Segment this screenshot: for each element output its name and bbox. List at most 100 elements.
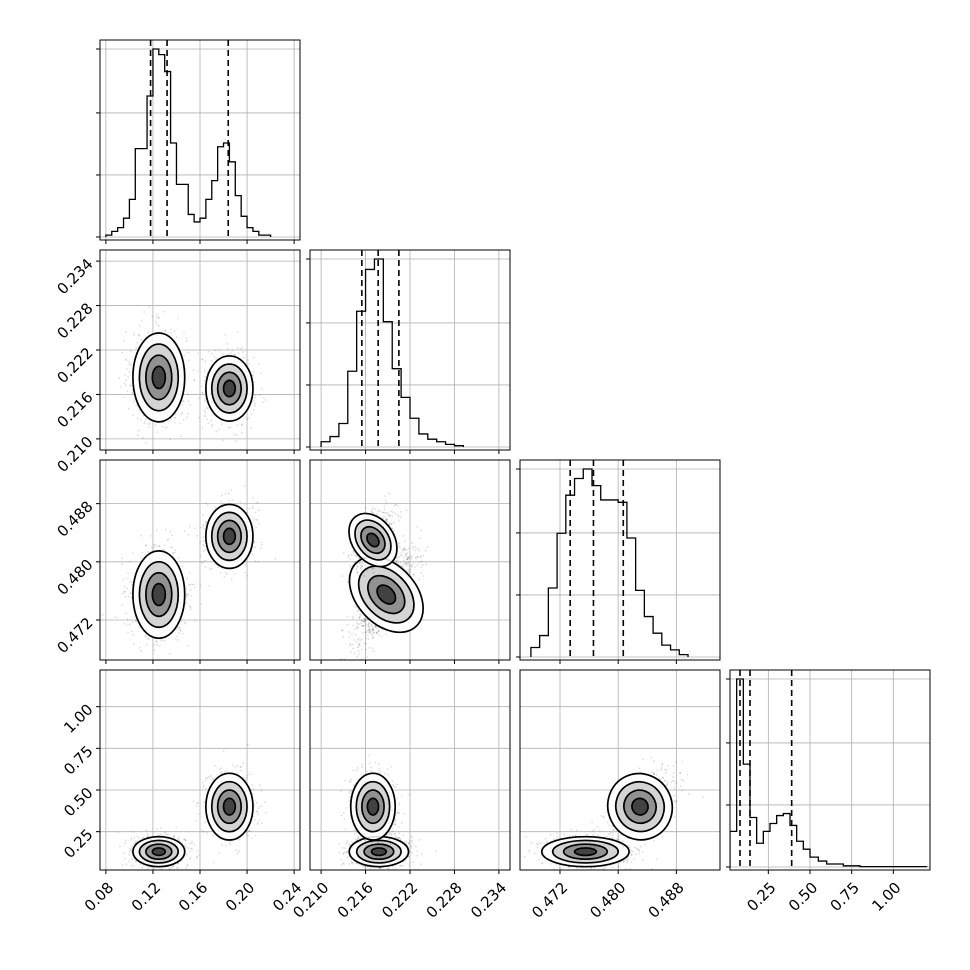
sample-point xyxy=(234,353,236,356)
sample-point xyxy=(202,536,205,539)
sample-point xyxy=(196,849,199,852)
sample-point xyxy=(199,555,202,557)
sample-point xyxy=(144,544,147,547)
sample-point xyxy=(401,550,404,552)
sample-point xyxy=(114,616,117,619)
sample-point xyxy=(228,499,231,502)
sample-point xyxy=(389,523,391,526)
sample-point xyxy=(254,402,257,405)
sample-point xyxy=(352,624,355,627)
sample-point xyxy=(412,574,415,577)
sample-point xyxy=(204,415,207,418)
sample-point xyxy=(411,542,414,545)
sample-point xyxy=(189,606,192,609)
sample-point xyxy=(361,624,364,627)
sample-point xyxy=(194,620,196,623)
sample-point xyxy=(403,547,406,549)
sample-point xyxy=(341,575,344,577)
sample-point xyxy=(124,857,126,860)
sample-point xyxy=(353,561,356,564)
y-tick-label: 0.210 xyxy=(53,433,96,476)
sample-point xyxy=(127,572,129,574)
sample-point xyxy=(372,649,375,652)
sample-point xyxy=(180,619,183,622)
sample-point xyxy=(364,617,366,620)
sample-point xyxy=(133,842,136,845)
sample-point xyxy=(163,831,166,834)
sample-point xyxy=(126,577,129,580)
sample-point xyxy=(404,561,406,564)
sample-point xyxy=(258,362,260,365)
sample-point xyxy=(419,556,422,559)
sample-point xyxy=(158,545,161,548)
sample-point xyxy=(363,575,366,577)
sample-point xyxy=(408,561,410,564)
sample-point xyxy=(405,553,408,556)
sample-point xyxy=(384,499,387,502)
sample-point xyxy=(117,831,120,834)
sample-point xyxy=(385,518,388,521)
sample-point xyxy=(353,565,355,567)
sample-point xyxy=(361,560,364,563)
sample-point xyxy=(159,638,162,641)
sample-point xyxy=(223,575,226,578)
sample-point xyxy=(364,619,367,621)
sample-point xyxy=(403,556,406,559)
sample-point xyxy=(251,516,254,519)
sample-point xyxy=(410,564,413,567)
sample-point xyxy=(155,316,158,319)
sample-point xyxy=(154,424,157,427)
sample-point xyxy=(412,562,415,565)
sample-point xyxy=(358,616,361,619)
sample-point xyxy=(174,421,176,424)
sample-point xyxy=(140,419,142,422)
sample-point xyxy=(191,840,193,843)
sample-point xyxy=(126,587,129,590)
sample-point xyxy=(126,631,129,634)
sample-point xyxy=(370,510,373,513)
sample-point xyxy=(409,568,412,570)
sample-point xyxy=(350,570,353,573)
sample-point xyxy=(375,513,378,516)
sample-point xyxy=(384,518,387,521)
sample-point xyxy=(234,353,237,356)
sample-point xyxy=(390,510,392,513)
sample-point xyxy=(201,513,204,516)
sample-point xyxy=(204,502,207,505)
sample-point xyxy=(388,514,390,517)
sample-point xyxy=(362,569,365,572)
sample-point xyxy=(136,417,139,420)
sample-point xyxy=(180,630,182,632)
sample-point xyxy=(349,643,352,645)
sample-point xyxy=(398,545,401,548)
sample-point xyxy=(164,329,167,332)
sample-point xyxy=(255,518,258,521)
sample-point xyxy=(130,384,132,387)
sample-point xyxy=(355,622,358,624)
sample-point xyxy=(416,548,419,550)
sample-point xyxy=(203,527,206,530)
scatter-points xyxy=(101,485,277,670)
sample-point xyxy=(357,645,359,648)
sample-point xyxy=(365,631,368,634)
sample-point xyxy=(372,629,375,632)
sample-point xyxy=(252,497,255,499)
sample-point xyxy=(174,416,176,419)
sample-point xyxy=(170,867,173,869)
sample-point xyxy=(362,561,365,564)
y-tick-label: 0.480 xyxy=(53,556,96,599)
sample-point xyxy=(202,525,205,528)
sample-point xyxy=(130,850,133,853)
sample-point xyxy=(241,431,243,434)
sample-point xyxy=(367,624,369,627)
sample-point xyxy=(356,655,359,658)
sample-point xyxy=(360,567,362,569)
sample-point xyxy=(144,635,147,637)
sample-point xyxy=(151,668,153,670)
sample-point xyxy=(222,439,225,442)
sample-point xyxy=(364,623,367,626)
sample-point xyxy=(372,631,375,634)
sample-point xyxy=(245,574,248,577)
sample-point xyxy=(355,567,358,570)
